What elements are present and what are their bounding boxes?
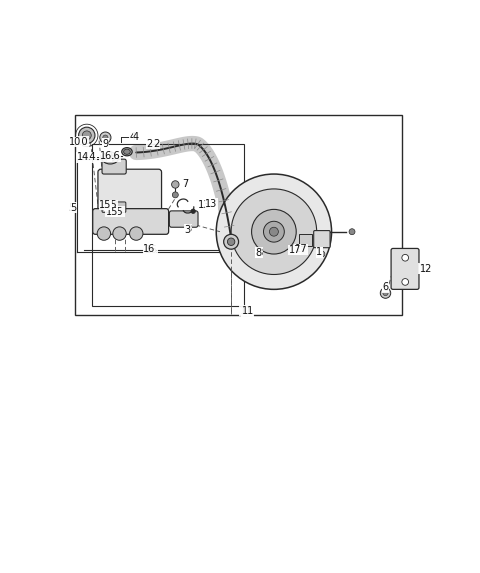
Circle shape xyxy=(349,229,355,235)
Circle shape xyxy=(228,238,235,245)
FancyBboxPatch shape xyxy=(299,234,312,246)
Text: 14: 14 xyxy=(77,152,89,162)
Text: 9: 9 xyxy=(103,139,109,148)
Text: 5: 5 xyxy=(68,202,74,213)
Text: 10: 10 xyxy=(69,137,82,147)
Circle shape xyxy=(402,278,408,285)
Circle shape xyxy=(103,135,108,140)
Text: 3: 3 xyxy=(185,224,192,234)
Text: 4: 4 xyxy=(130,132,136,142)
FancyBboxPatch shape xyxy=(391,249,419,289)
Text: 1: 1 xyxy=(316,247,323,257)
Circle shape xyxy=(319,251,325,257)
Circle shape xyxy=(252,209,296,254)
Circle shape xyxy=(113,227,126,240)
Circle shape xyxy=(231,189,317,274)
FancyBboxPatch shape xyxy=(102,159,126,174)
Text: 8: 8 xyxy=(256,248,262,258)
Circle shape xyxy=(402,254,408,261)
FancyBboxPatch shape xyxy=(314,230,330,248)
Circle shape xyxy=(97,227,110,240)
Circle shape xyxy=(100,132,111,143)
Bar xyxy=(92,144,244,306)
Circle shape xyxy=(172,180,179,188)
Circle shape xyxy=(191,209,195,214)
Text: 15: 15 xyxy=(105,201,117,210)
Text: 17: 17 xyxy=(288,245,301,255)
Ellipse shape xyxy=(124,149,130,154)
Circle shape xyxy=(130,227,143,240)
FancyBboxPatch shape xyxy=(102,202,113,213)
Circle shape xyxy=(172,192,178,198)
Circle shape xyxy=(383,291,388,296)
Text: 13: 13 xyxy=(205,199,217,209)
Text: 15: 15 xyxy=(106,207,118,217)
FancyBboxPatch shape xyxy=(115,202,126,213)
Text: 16: 16 xyxy=(143,244,156,254)
Text: 2: 2 xyxy=(154,139,160,148)
Text: 6: 6 xyxy=(383,282,389,292)
Text: 7: 7 xyxy=(181,179,188,190)
Text: 12: 12 xyxy=(420,264,432,274)
Ellipse shape xyxy=(106,155,115,162)
Text: 4: 4 xyxy=(133,132,139,142)
Circle shape xyxy=(79,127,95,144)
FancyBboxPatch shape xyxy=(93,209,168,234)
FancyBboxPatch shape xyxy=(98,169,162,214)
Text: 3: 3 xyxy=(184,225,191,235)
Text: 17: 17 xyxy=(295,244,307,254)
Text: 15: 15 xyxy=(111,207,124,217)
Text: 11: 11 xyxy=(240,306,252,316)
Ellipse shape xyxy=(122,148,132,156)
Bar xyxy=(75,115,402,315)
Text: 13: 13 xyxy=(198,199,211,210)
Text: 16: 16 xyxy=(100,151,112,161)
Text: 1: 1 xyxy=(316,247,323,257)
Text: 6: 6 xyxy=(382,282,389,292)
Text: 5: 5 xyxy=(71,202,77,213)
Circle shape xyxy=(216,174,332,289)
Circle shape xyxy=(380,288,391,299)
Text: 10: 10 xyxy=(76,137,89,147)
Text: 12: 12 xyxy=(419,264,432,274)
Text: 9: 9 xyxy=(102,139,108,148)
Text: 11: 11 xyxy=(242,307,254,316)
Circle shape xyxy=(224,234,239,249)
Text: 7: 7 xyxy=(182,179,189,190)
Text: 14: 14 xyxy=(84,152,97,162)
Circle shape xyxy=(264,221,284,242)
Text: 2: 2 xyxy=(146,139,153,148)
Text: 16: 16 xyxy=(108,151,120,161)
FancyBboxPatch shape xyxy=(169,211,198,227)
Text: 15: 15 xyxy=(99,200,111,210)
Text: 16: 16 xyxy=(145,245,157,256)
Text: 8: 8 xyxy=(255,248,262,258)
Circle shape xyxy=(269,227,278,236)
Ellipse shape xyxy=(102,152,119,164)
Circle shape xyxy=(83,131,91,140)
